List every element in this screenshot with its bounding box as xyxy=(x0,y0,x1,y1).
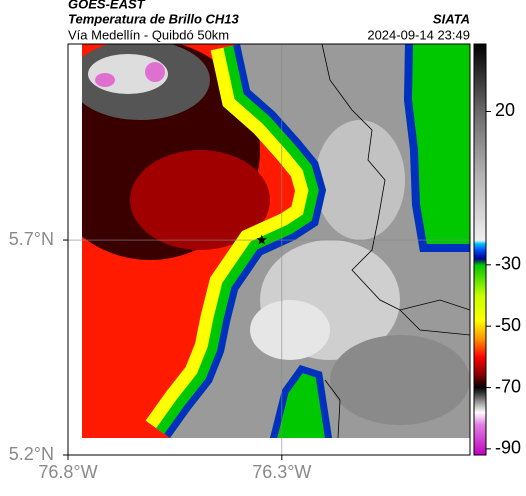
colorbar-segment xyxy=(474,341,486,358)
x-tick-label: 76.8°W xyxy=(38,462,97,482)
map-frame xyxy=(67,43,471,456)
colorbar-tick-label: -30 xyxy=(495,254,521,274)
colorbar-segment xyxy=(474,258,486,266)
colorbar-segment xyxy=(474,399,486,413)
colorbar-segment xyxy=(474,80,486,112)
location-marker xyxy=(256,234,267,245)
colorbar-segment xyxy=(474,111,486,174)
colorbar-segment xyxy=(474,356,486,376)
colorbar-segment xyxy=(474,412,486,425)
colorbar-segment xyxy=(474,375,486,389)
colorbar-tick-label: -50 xyxy=(495,315,521,335)
colorbar-segment xyxy=(474,387,486,401)
colorbar-segment xyxy=(474,243,486,250)
product: Temperatura de Brillo CH13 xyxy=(68,11,240,26)
colorbar-frame xyxy=(473,43,487,456)
colorbar-tick-label: 20 xyxy=(495,100,515,120)
satellite: GOES-EAST xyxy=(68,0,146,11)
colorbar-segment xyxy=(474,264,486,297)
colorbar-segment xyxy=(474,240,486,244)
colorbar xyxy=(474,44,486,456)
source: SIATA xyxy=(433,11,470,26)
colorbar-tick-label: -90 xyxy=(495,438,521,458)
y-tick-label: 5.2°N xyxy=(9,444,54,464)
colorbar-segment xyxy=(474,44,486,82)
colorbar-segment xyxy=(474,320,486,343)
raster xyxy=(82,44,470,439)
colorbar-tick-label: -70 xyxy=(495,376,521,396)
colorbar-segment xyxy=(474,249,486,260)
y-tick-label: 5.7°N xyxy=(9,229,54,249)
x-tick-label: 76.3°W xyxy=(252,462,311,482)
colorbar-segment xyxy=(474,172,486,241)
colorbar-segment xyxy=(474,295,486,321)
datetime: 2024-09-14 23:49 xyxy=(367,27,470,42)
location: Vía Medellín - Quibdó 50km xyxy=(68,27,229,42)
colorbar-segment xyxy=(474,424,486,456)
